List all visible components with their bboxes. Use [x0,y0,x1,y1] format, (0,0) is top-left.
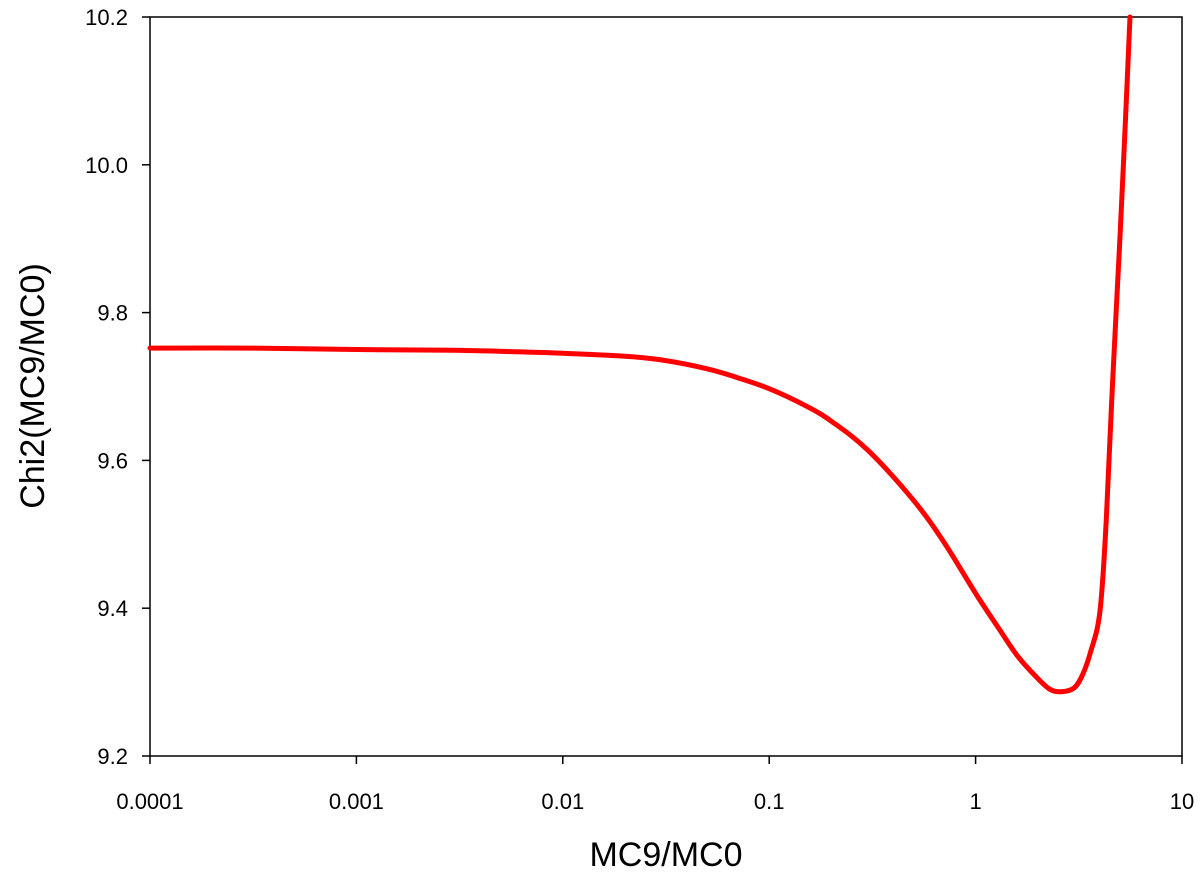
y-tick-label: 10.0 [85,153,128,178]
x-tick-label: 10 [1170,789,1194,814]
series-line [147,14,1133,695]
y-tick-label: 9.8 [97,301,128,326]
x-tick-label: 0.1 [754,789,785,814]
y-tick-label: 9.6 [97,448,128,473]
x-axis-ticks: 0.0001 0.001 0.01 0.1 1 10 [116,756,1194,814]
x-tick-label: 1 [969,789,981,814]
plot-frame [149,16,1183,757]
x-tick-label: 0.01 [541,789,584,814]
y-tick-label: 10.2 [85,5,128,30]
x-axis-title: MC9/MC0 [589,836,742,874]
y-tick-label: 9.4 [97,596,128,621]
y-tick-label: 9.2 [97,744,128,769]
x-tick-label: 0.0001 [116,789,183,814]
x-tick-label: 0.001 [329,789,384,814]
y-axis-ticks: 9.2 9.4 9.6 9.8 10.0 10.2 [85,5,150,769]
y-axis-title: Chi2(MC9/MC0) [14,263,52,509]
